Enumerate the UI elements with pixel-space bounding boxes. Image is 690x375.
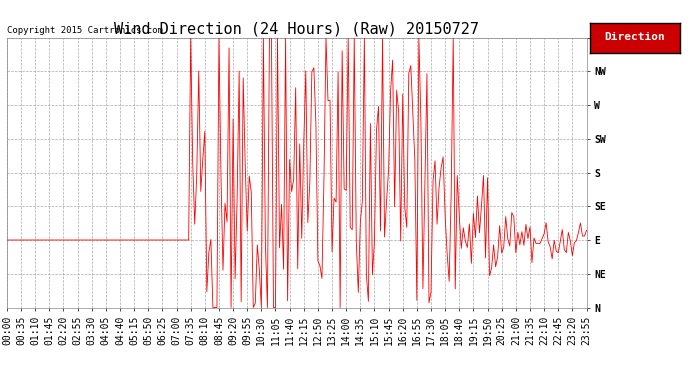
Text: Copyright 2015 Cartronics.com: Copyright 2015 Cartronics.com	[7, 26, 163, 35]
Text: Direction: Direction	[604, 33, 665, 42]
Title: Wind Direction (24 Hours) (Raw) 20150727: Wind Direction (24 Hours) (Raw) 20150727	[115, 21, 479, 36]
